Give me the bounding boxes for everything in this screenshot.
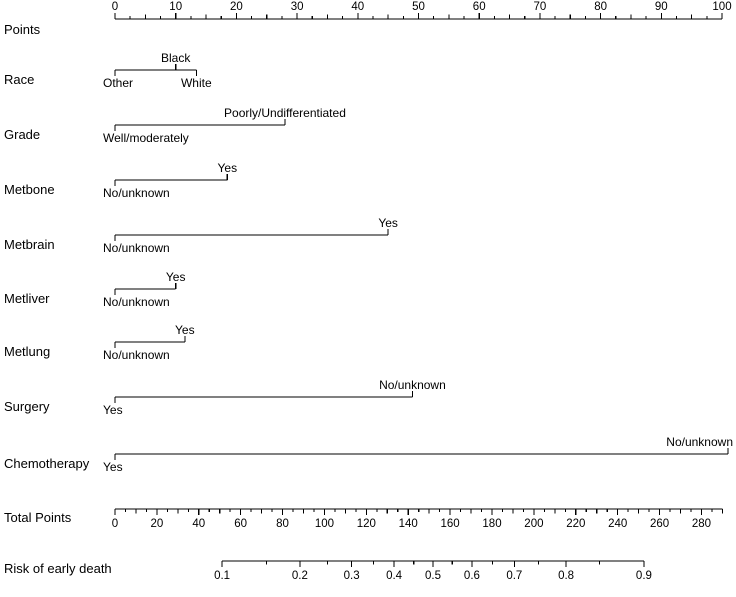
tick-label: 0.7: [506, 570, 522, 582]
row-label-surgery: Surgery: [4, 399, 50, 414]
row-surgery: Surgery Yes No/unknown: [4, 378, 446, 417]
row-grade: Grade Well/moderately Poorly/Undifferentia…: [4, 106, 346, 145]
category-label: Yes: [378, 216, 398, 230]
category-label: No/unknown: [666, 435, 733, 449]
category-label: No/unknown: [103, 186, 170, 200]
tick-label: 20: [230, 1, 243, 13]
tick-label: 40: [351, 1, 364, 13]
row-label-grade: Grade: [4, 127, 40, 142]
tick-label: 0.8: [558, 570, 574, 582]
tick-label: 60: [234, 518, 247, 530]
tick-label: 220: [566, 518, 585, 530]
row-label-points: Points: [4, 22, 41, 37]
tick-label: 50: [412, 1, 425, 13]
tick-label: 0.1: [214, 570, 230, 582]
row-race: Race Other Black White: [4, 51, 212, 90]
category-label: Yes: [218, 161, 238, 175]
row-label-risk: Risk of early death: [4, 561, 112, 576]
tick-label: 70: [534, 1, 547, 13]
tick-label: 80: [276, 518, 289, 530]
category-label: Yes: [175, 323, 195, 337]
category-label: Well/moderately: [103, 131, 189, 145]
category-label: Yes: [103, 403, 123, 417]
tick-label: 0: [112, 518, 118, 530]
tick-label: 100: [712, 1, 731, 13]
tick-label: 160: [441, 518, 460, 530]
category-label: White: [181, 76, 212, 90]
row-metbrain: Metbrain No/unknown Yes: [4, 216, 398, 255]
row-label-race: Race: [4, 72, 34, 87]
tick-label: 260: [650, 518, 669, 530]
tick-label: 10: [169, 1, 182, 13]
tick-label: 20: [150, 518, 163, 530]
tick-label: 240: [608, 518, 627, 530]
tick-label: 30: [291, 1, 304, 13]
row-label-total-points: Total Points: [4, 510, 72, 525]
tick-label: 0: [112, 1, 118, 13]
tick-label: 40: [192, 518, 205, 530]
tick-label: 90: [655, 1, 668, 13]
row-metlung: Metlung No/unknown Yes: [4, 323, 195, 362]
tick-label: 200: [524, 518, 543, 530]
category-label: No/unknown: [103, 295, 170, 309]
tick-label: 140: [399, 518, 418, 530]
tick-label: 180: [482, 518, 501, 530]
tick-label: 280: [692, 518, 711, 530]
total-points-axis: Total Points 0 20 40 60 80 100 120 140 160 180 200 2…: [4, 508, 723, 530]
tick-label: 80: [594, 1, 607, 13]
tick-label: 0.6: [464, 570, 480, 582]
risk-axis: Risk of early death 0.1 0.2 0.3 0.4 0.5 0.6 0.7…: [4, 560, 652, 582]
row-metbone: Metbone No/unknown Yes: [4, 161, 237, 200]
category-label: Yes: [166, 270, 186, 284]
category-label: No/unknown: [379, 378, 446, 392]
category-label: No/unknown: [103, 241, 170, 255]
row-label-metbrain: Metbrain: [4, 237, 55, 252]
row-label-metlung: Metlung: [4, 344, 50, 359]
row-label-metliver: Metliver: [4, 291, 50, 306]
tick-label: 0.9: [636, 570, 652, 582]
row-metliver: Metliver No/unknown Yes: [4, 270, 185, 309]
tick-label: 0.5: [425, 570, 441, 582]
tick-label: 0.2: [292, 570, 308, 582]
row-label-chemotherapy: Chemotherapy: [4, 456, 90, 471]
category-label: Black: [161, 51, 191, 65]
category-label: Other: [103, 76, 133, 90]
category-label: Poorly/Undifferentiated: [224, 106, 346, 120]
tick-label: 120: [357, 518, 376, 530]
category-label: No/unknown: [103, 348, 170, 362]
points-axis: Points 0 10 20 30 40 50 60 70 80 90 100: [4, 1, 732, 37]
tick-label: 100: [315, 518, 334, 530]
category-label: Yes: [103, 460, 123, 474]
row-chemotherapy: Chemotherapy Yes No/unknown: [4, 435, 733, 474]
tick-label: 0.3: [344, 570, 360, 582]
row-label-metbone: Metbone: [4, 182, 55, 197]
tick-label: 60: [473, 1, 486, 13]
tick-label: 0.4: [386, 570, 403, 582]
